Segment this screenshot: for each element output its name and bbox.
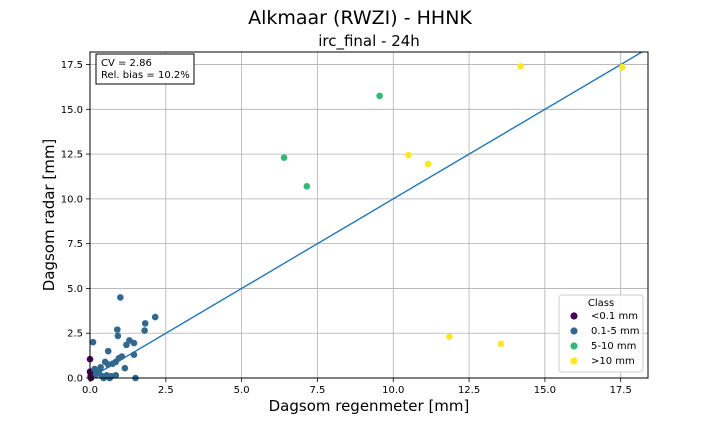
data-point-series-1 — [113, 326, 121, 333]
data-point-series-1 — [97, 363, 104, 371]
y-tick-label: 0.0 — [67, 374, 83, 385]
y-tick-label: 12.5 — [61, 150, 83, 161]
legend-entry-label: 0.1-5 mm — [591, 326, 640, 337]
x-tick-label: 12.5 — [458, 385, 480, 396]
x-tick-label: 2.5 — [158, 385, 174, 396]
data-point-series-2 — [303, 183, 311, 190]
data-point-series-1 — [104, 347, 112, 355]
one-to-one-line — [89, 51, 643, 379]
stats-annotation: CV = 2.86 Rel. bias = 10.2% — [95, 53, 195, 85]
legend-title: Class — [588, 298, 614, 309]
data-point-series-3 — [405, 151, 412, 159]
y-tick-label: 10.0 — [61, 194, 83, 205]
y-tick-label: 5.0 — [67, 284, 83, 295]
data-point-series-3 — [446, 333, 453, 341]
y-axis-label: Dagsom radar [mm] — [40, 139, 58, 292]
plot-frame — [89, 51, 649, 379]
axis-ticks: 0.0 2.5 5.0 7.5 10.0 12.5 15.0 17.5 0.0 2.5 5.0 7.5… — [61, 60, 632, 396]
data-point-series-2 — [280, 154, 288, 161]
legend-items: <0.1 mm 0.1-5 mm 5-10 mm >10 mm — [570, 311, 640, 367]
data-point-series-1 — [130, 339, 138, 347]
chart-title: irc_final - 24h — [318, 32, 420, 51]
y-tick-label: 7.5 — [67, 239, 83, 250]
data-point-series-1 — [118, 353, 126, 360]
legend-marker — [570, 357, 578, 365]
data-point-series-1 — [130, 351, 138, 359]
legend-entry-label: <0.1 mm — [591, 311, 638, 322]
x-tick-label: 10.0 — [382, 385, 404, 396]
data-point-series-1 — [151, 313, 159, 321]
data-point-series-1 — [121, 364, 129, 372]
stats-cv-text: CV = 2.86 — [101, 58, 152, 69]
figure-suptitle: Alkmaar (RWZI) - HHNK — [248, 7, 472, 29]
legend-marker — [570, 327, 578, 335]
legend: Class <0.1 mm 0.1-5 mm 5-10 mm >10 mm — [558, 294, 644, 373]
legend-marker — [570, 342, 578, 350]
data-point-series-2 — [376, 92, 383, 100]
data-point-series-1 — [114, 332, 122, 340]
y-tick-label: 15.0 — [61, 105, 83, 116]
y-tick-label: 17.5 — [61, 60, 83, 71]
data-point-series-1 — [89, 338, 97, 346]
data-point-series-1 — [141, 320, 149, 327]
x-tick-label: 7.5 — [309, 385, 325, 396]
x-axis-label: Dagsom regenmeter [mm] — [269, 397, 470, 415]
legend-entry-label: >10 mm — [591, 356, 635, 367]
legend-box — [558, 294, 644, 373]
grid-lines — [89, 52, 648, 379]
stats-bias-text: Rel. bias = 10.2% — [101, 70, 190, 81]
stats-annotation-box — [95, 53, 195, 85]
x-tick-label: 5.0 — [234, 385, 250, 396]
data-point-series-3 — [424, 160, 432, 168]
data-point-series-3 — [517, 63, 524, 70]
legend-marker — [570, 312, 578, 320]
reference-line-layer — [89, 51, 643, 379]
data-point-series-1 — [112, 372, 120, 379]
data-point-series-3 — [618, 63, 626, 71]
x-tick-label: 0.0 — [82, 385, 98, 396]
data-point-series-3 — [497, 340, 505, 348]
y-tick-label: 2.5 — [67, 329, 83, 340]
x-tick-label: 15.0 — [534, 385, 556, 396]
data-point-series-1 — [117, 294, 124, 301]
x-tick-label: 17.5 — [610, 385, 632, 396]
data-point-series-1 — [141, 327, 148, 334]
legend-entry-label: 5-10 mm — [591, 341, 636, 352]
